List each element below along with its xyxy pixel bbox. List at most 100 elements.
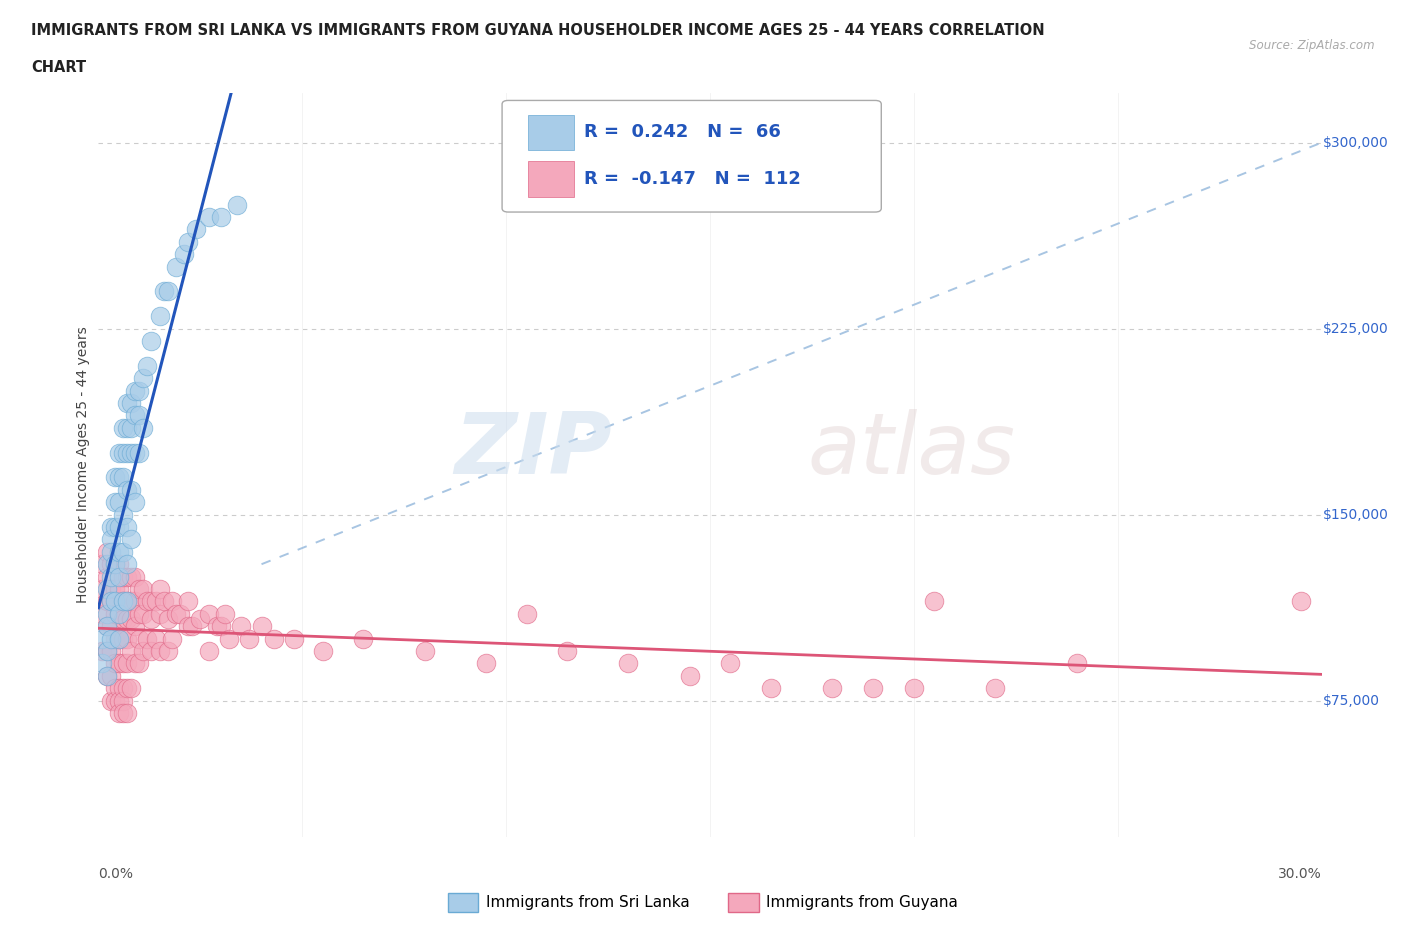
Point: [96, 557, 118, 572]
Point: [91, 606, 114, 621]
Point: [128, 445, 150, 460]
Point: [149, 581, 172, 596]
Point: [108, 681, 131, 696]
Point: [111, 594, 134, 609]
Point: [115, 483, 138, 498]
Point: [124, 495, 146, 510]
Point: [115, 594, 138, 609]
Point: [108, 495, 131, 510]
Point: [111, 569, 134, 584]
Point: [128, 631, 150, 646]
Point: [100, 581, 122, 596]
Point: [197, 606, 219, 621]
Bar: [527, 114, 574, 151]
Point: [96, 669, 118, 684]
Point: [263, 631, 285, 646]
Point: [115, 594, 138, 609]
Point: [100, 594, 122, 609]
Point: [104, 631, 127, 646]
Point: [128, 656, 150, 671]
Text: R =  -0.147   N =  112: R = -0.147 N = 112: [583, 169, 801, 188]
Point: [209, 209, 232, 224]
Point: [120, 569, 142, 584]
Point: [141, 594, 163, 609]
Point: [104, 656, 127, 671]
Bar: [527, 162, 574, 197]
Point: [115, 706, 138, 721]
Point: [177, 594, 200, 609]
Point: [120, 681, 142, 696]
Text: ZIP: ZIP: [454, 408, 612, 492]
Point: [156, 644, 179, 658]
Point: [108, 631, 131, 646]
Point: [115, 681, 138, 696]
Point: [128, 581, 150, 596]
Point: [96, 644, 118, 658]
Point: [111, 631, 134, 646]
Point: [108, 656, 131, 671]
Point: [165, 259, 187, 274]
Point: [104, 470, 127, 485]
Point: [111, 656, 134, 671]
Point: [132, 606, 155, 621]
Point: [141, 644, 163, 658]
Point: [104, 693, 127, 708]
Point: [108, 569, 131, 584]
Point: [100, 631, 122, 646]
Point: [145, 631, 167, 646]
Point: [108, 557, 131, 572]
Point: [108, 445, 131, 460]
Point: [922, 594, 945, 609]
Point: [679, 669, 702, 684]
Point: [120, 532, 142, 547]
Point: [209, 618, 232, 633]
Point: [111, 507, 134, 522]
Point: [100, 532, 122, 547]
Point: [104, 681, 127, 696]
Point: [141, 611, 163, 626]
Point: [617, 656, 640, 671]
Point: [132, 371, 155, 386]
Point: [188, 611, 212, 626]
Point: [115, 656, 138, 671]
Point: [128, 408, 150, 423]
Point: [312, 644, 335, 658]
Point: [218, 631, 240, 646]
Point: [111, 693, 134, 708]
Y-axis label: Householder Income Ages 25 - 44 years: Householder Income Ages 25 - 44 years: [76, 326, 90, 604]
Point: [474, 656, 498, 671]
Point: [132, 581, 155, 596]
Point: [100, 669, 122, 684]
Point: [108, 606, 131, 621]
Text: atlas: atlas: [808, 408, 1017, 492]
Point: [149, 606, 172, 621]
Point: [100, 520, 122, 535]
Point: [250, 618, 273, 633]
Text: $225,000: $225,000: [1323, 322, 1389, 336]
Point: [111, 611, 134, 626]
Point: [100, 693, 122, 708]
Point: [104, 520, 127, 535]
Point: [108, 520, 131, 535]
Point: [100, 618, 122, 633]
Point: [177, 234, 200, 249]
Point: [555, 644, 579, 658]
Point: [165, 606, 187, 621]
Text: 0.0%: 0.0%: [98, 867, 134, 881]
Point: [761, 681, 783, 696]
Point: [156, 284, 179, 299]
Point: [169, 606, 191, 621]
Point: [108, 606, 131, 621]
Point: [100, 569, 122, 584]
Point: [821, 681, 844, 696]
Point: [108, 544, 131, 559]
Point: [91, 581, 114, 596]
Point: [96, 618, 118, 633]
Point: [96, 618, 118, 633]
Point: [104, 606, 127, 621]
Point: [124, 618, 146, 633]
Point: [111, 706, 134, 721]
Point: [111, 544, 134, 559]
Point: [115, 569, 138, 584]
Point: [283, 631, 305, 646]
